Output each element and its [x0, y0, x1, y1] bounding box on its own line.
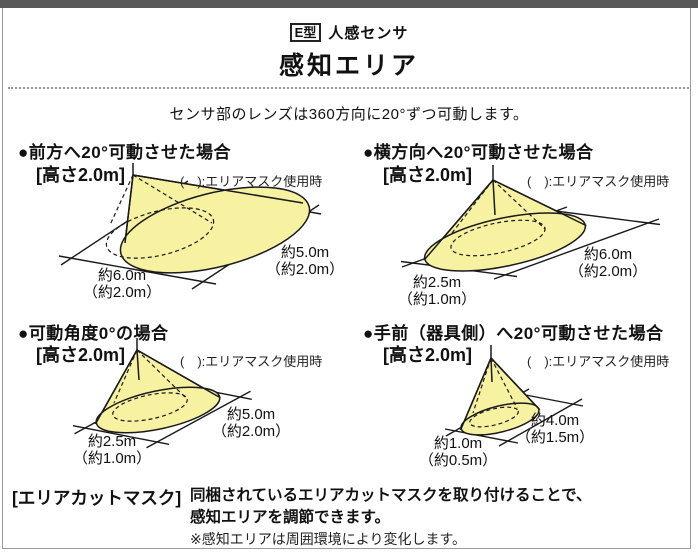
area-mask-note: ( ):エリアマスク使用時	[527, 354, 670, 369]
sensor-type-label: 人感センサ	[328, 25, 409, 42]
dimension-side: 約4.0m （約1.5m）	[515, 412, 595, 446]
mount-height-label: [高さ2.0m]	[383, 345, 473, 365]
detection-cone-diagram-forward	[58, 163, 322, 290]
footer-line-2: 感知エリアを調節できます。	[190, 509, 390, 526]
area-mask-note: ( ):エリアマスク使用時	[180, 174, 323, 189]
area-mask-note: ( ):エリアマスク使用時	[527, 174, 670, 189]
intro-text: センサ部のレンズは360方向に20°ずつ可動します。	[169, 106, 529, 123]
section-fixture-side-tilt: ●手前（器具側）へ20°可動させた場合 [高さ2.0m] ( ):エリアマスク使…	[360, 318, 698, 483]
mount-height-label: [高さ2.0m]	[383, 165, 473, 185]
dimension-bottom: 約1.0m （約0.5m）	[418, 435, 498, 469]
section-zero-angle: ●可動角度0°の場合 [高さ2.0m] ( ):エリアマスク使用時 約2.5m …	[10, 318, 348, 483]
dimension-side: 約5.0m （約2.0m）	[211, 406, 291, 440]
footer-description: 同梱されているエリアカットマスクを取り付けることで、 感知エリアを調節できます。…	[190, 485, 591, 550]
detection-cone-diagram-side	[400, 165, 661, 280]
dimension-side: 約5.0m （約2.0m）	[265, 244, 345, 278]
dotted-separator	[8, 87, 689, 89]
section-heading: ●横方向へ20°可動させた場合	[363, 143, 594, 162]
section-heading: ●前方へ20°可動させた場合	[18, 143, 231, 162]
dimension-bottom: 約2.5m （約1.0m）	[397, 274, 477, 308]
footer-label: [エリアカットマスク]	[12, 488, 182, 508]
area-mask-note: ( ):エリアマスク使用時	[180, 354, 323, 369]
detection-cone-diagram-zero	[72, 338, 252, 449]
dimension-side: 約6.0m （約2.0m）	[568, 246, 648, 280]
header-badge-row: E型 人感センサ	[0, 22, 698, 43]
footer-line-1: 同梱されているエリアカットマスクを取り付けることで、	[190, 487, 592, 504]
mount-height-label: [高さ2.0m]	[36, 165, 126, 185]
dimension-bottom: 約6.0m （約2.0m）	[82, 267, 162, 301]
page-title: 感知エリア	[278, 52, 419, 80]
detection-cone-diagram-fixture-side	[444, 345, 584, 447]
section-side-tilt: ●横方向へ20°可動させた場合 [高さ2.0m] ( ):エリアマスク使用時 約…	[360, 135, 698, 318]
mount-height-label: [高さ2.0m]	[36, 345, 126, 365]
top-divider-bar	[0, 0, 698, 8]
section-heading: ●可動角度0°の場合	[18, 324, 169, 343]
section-forward-tilt: ●前方へ20°可動させた場合 [高さ2.0m] ( ):エリアマスク使用時 約6…	[10, 135, 348, 318]
footer-note: ※感知エリアは周囲環境により変化します。	[190, 531, 467, 547]
type-badge: E型	[289, 23, 322, 42]
section-heading: ●手前（器具側）へ20°可動させた場合	[363, 324, 664, 343]
dimension-bottom: 約2.5m （約1.0m）	[72, 433, 152, 467]
